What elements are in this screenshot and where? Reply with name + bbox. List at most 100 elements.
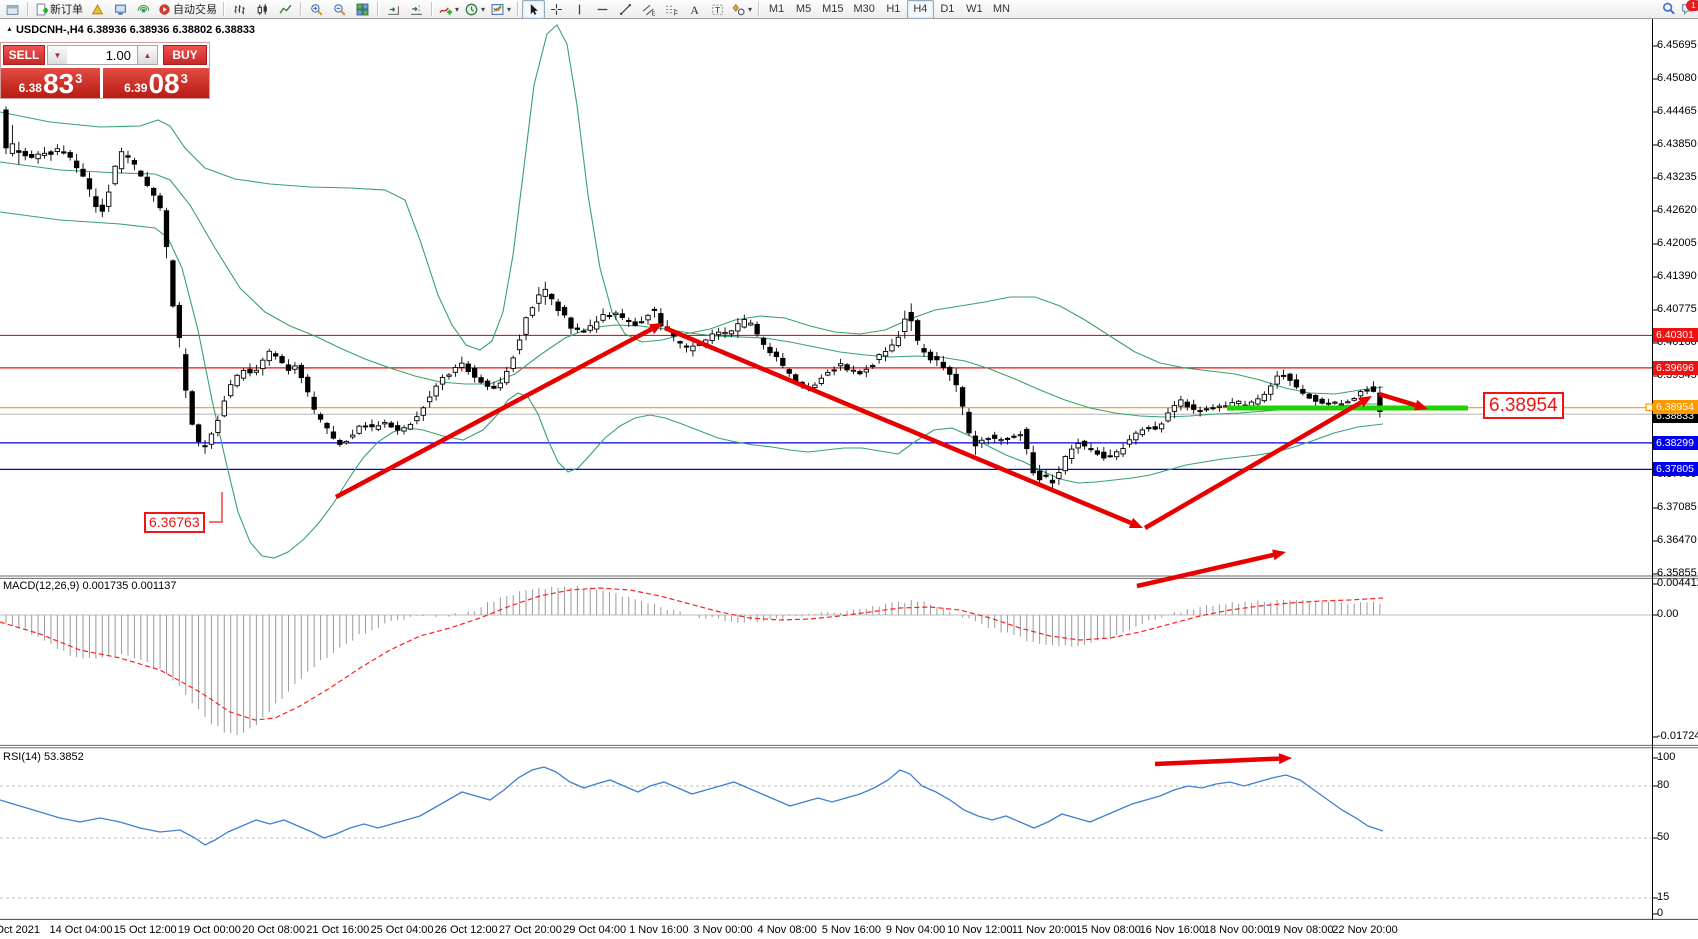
- horizontal-line-button[interactable]: [591, 0, 614, 19]
- lot-increase-button[interactable]: ▲: [137, 45, 158, 65]
- chevron-down-icon: ▾: [481, 4, 486, 14]
- cone-icon: [91, 3, 104, 16]
- timeframe-M15[interactable]: M15: [822, 3, 844, 15]
- time-axis-label: 25 Oct 04:00: [370, 924, 434, 936]
- window-icon: [6, 3, 19, 16]
- time-axis-label: 27 Oct 20:00: [498, 924, 562, 936]
- vertical-line-button[interactable]: [568, 0, 591, 19]
- crosshair-button[interactable]: [545, 0, 568, 19]
- timeframe-M30[interactable]: M30: [853, 3, 875, 15]
- terminal-button[interactable]: [109, 0, 132, 19]
- sell-price-display[interactable]: 6.38 83 3: [1, 68, 100, 98]
- toolbar-separator: [300, 2, 302, 16]
- textlabel-icon: T: [711, 3, 724, 16]
- sell-button[interactable]: SELL: [3, 45, 45, 65]
- toolbar-separator: [223, 2, 225, 16]
- timeframe-M5[interactable]: M5: [795, 3, 812, 15]
- doc-plus-icon: [35, 3, 48, 16]
- price-badge: 6.38954: [1653, 400, 1698, 414]
- search-icon: [1662, 2, 1675, 15]
- time-axis-label: 29 Oct 04:00: [563, 924, 627, 936]
- monitor-icon: [114, 3, 127, 16]
- chart-shift-button[interactable]: [405, 0, 428, 19]
- low-price-annotation[interactable]: 6.36763: [144, 512, 205, 533]
- periods-button[interactable]: ▾: [462, 0, 488, 19]
- timeframe-M1[interactable]: M1: [768, 3, 785, 15]
- chat-button[interactable]: 1: [1681, 0, 1698, 18]
- cursor-button[interactable]: [522, 0, 546, 19]
- text-icon: A: [688, 3, 701, 16]
- toolbar-separator: [27, 2, 29, 16]
- trendline-button[interactable]: [614, 0, 637, 19]
- metaeditor-button[interactable]: [86, 0, 109, 19]
- fibo-icon: F: [665, 3, 678, 16]
- price-axis-label: 6.41390: [1657, 270, 1697, 282]
- candles-icon: [256, 3, 269, 16]
- zoom-in-button[interactable]: [305, 0, 328, 19]
- signal-icon: [137, 3, 150, 16]
- macd-label: MACD(12,26,9) 0.001735 0.001137: [3, 580, 177, 592]
- shapes-icon: [732, 3, 745, 16]
- timeframe-MN[interactable]: MN: [992, 3, 1010, 15]
- vline-icon: [573, 3, 586, 16]
- line-chart-button[interactable]: [274, 0, 297, 19]
- chevron-down-icon: ▾: [455, 4, 460, 14]
- time-axis-label: 20 Oct 08:00: [242, 924, 306, 936]
- new-order-button-label: 新订单: [50, 4, 83, 16]
- autoscroll-icon: [387, 3, 400, 16]
- linechart-icon: [279, 3, 292, 16]
- signals-button[interactable]: [132, 0, 155, 19]
- buy-price-display[interactable]: 6.39 08 3: [103, 68, 209, 98]
- crosshair-icon: [550, 3, 563, 16]
- one-click-trading-panel: SELL ▼ 1.00 ▲ BUY 6.38 83 3 6.39 08 3: [0, 42, 210, 99]
- time-axis-label: 22 Nov 20:00: [1332, 924, 1398, 936]
- toolbar: 新订单 自动交易 ▾ ▾ ▾ E F A T ▾ M1 M5 M15 M30 H1 H4 D1 W1 MN 1: [0, 0, 1698, 19]
- search-button[interactable]: [1662, 2, 1675, 18]
- price-badge: 6.40301: [1653, 328, 1698, 342]
- template-icon: [491, 3, 504, 16]
- fibonacci-button[interactable]: F: [660, 0, 683, 19]
- rsi-axis-label: 0: [1657, 907, 1664, 919]
- text-button[interactable]: A: [683, 0, 706, 19]
- macd-axis-label: 0.004412: [1657, 577, 1698, 589]
- timeframe-H1[interactable]: H1: [886, 3, 901, 15]
- autotrading-button[interactable]: 自动交易: [155, 0, 220, 19]
- templates-button[interactable]: ▾: [488, 0, 514, 19]
- symbol-info: ▲ USDCNH-,H4 6.38936 6.38936 6.38802 6.38…: [6, 24, 255, 36]
- cursor-icon: [527, 3, 540, 16]
- price-axis-label: 6.44465: [1657, 105, 1697, 117]
- price-axis-label: 6.40775: [1657, 303, 1697, 315]
- timeframe-H4[interactable]: H4: [906, 0, 934, 19]
- timeframe-D1[interactable]: D1: [940, 3, 955, 15]
- price-badge: 6.37805: [1653, 462, 1698, 476]
- candlestick-chart-button[interactable]: [251, 0, 274, 19]
- clock-icon: [465, 3, 478, 16]
- text-label-button[interactable]: T: [706, 0, 729, 19]
- chart-plot-area[interactable]: [0, 19, 1698, 939]
- new-order-button[interactable]: 新订单: [32, 0, 86, 19]
- zoom-out-button[interactable]: [328, 0, 351, 19]
- shapes-button[interactable]: ▾: [729, 0, 755, 19]
- timeframe-W1[interactable]: W1: [966, 3, 983, 15]
- current-price-annotation[interactable]: 6.38954: [1483, 392, 1564, 419]
- lot-decrease-button[interactable]: ▼: [47, 45, 68, 65]
- lot-size-input[interactable]: 1.00: [67, 45, 137, 65]
- tile-windows-button[interactable]: [351, 0, 374, 19]
- buy-button[interactable]: BUY: [163, 45, 207, 65]
- bars-icon: [233, 3, 246, 16]
- bar-chart-button[interactable]: [228, 0, 251, 19]
- chart-window-button[interactable]: [1, 0, 24, 19]
- time-axis-label: 19 Nov 08:00: [1268, 924, 1334, 936]
- toolbar-separator: [758, 2, 761, 16]
- channel-button[interactable]: E: [637, 0, 660, 19]
- auto-scroll-button[interactable]: [382, 0, 405, 19]
- rsi-axis-label: 50: [1657, 831, 1670, 843]
- time-axis-label: 15 Nov 08:00: [1075, 924, 1141, 936]
- time-axis-label: 4 Nov 08:00: [757, 924, 817, 936]
- svg-text:T: T: [715, 5, 721, 15]
- chevron-down-icon: ▾: [748, 4, 753, 14]
- time-axis-label: 10 Nov 12:00: [947, 924, 1013, 936]
- indicators-button[interactable]: ▾: [436, 0, 462, 19]
